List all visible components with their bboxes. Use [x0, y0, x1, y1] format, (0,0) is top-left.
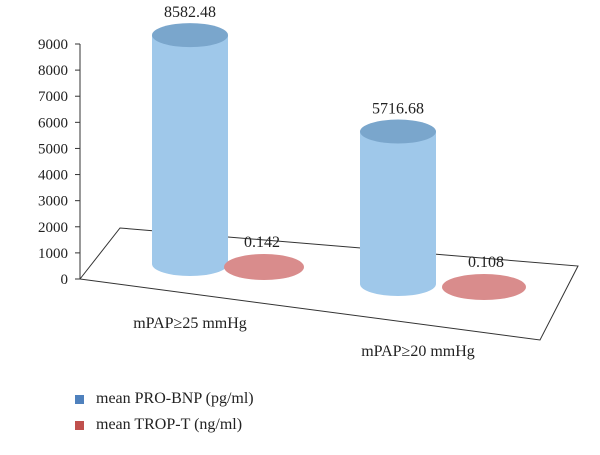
floor-plane [79, 227, 579, 341]
y-tick-label: 4000 [38, 168, 68, 184]
bar-pro-bnp-top [360, 119, 436, 144]
bar-pro-bnp [360, 119, 436, 296]
bar-pro-bnp-top [152, 23, 228, 48]
y-tick-label: 8000 [38, 63, 68, 79]
x-category-label: mPAP≥25 mmHg [133, 315, 247, 332]
x-axis-categories: mPAP≥25 mmHg mPAP≥20 mmHg [133, 315, 475, 360]
legend-label-trop-t: mean TROP-T (ng/ml) [96, 416, 243, 433]
legend-item-trop-t: mean TROP-T (ng/ml) [75, 412, 254, 438]
legend-label-pro-bnp: mean PRO-BNP (pg/ml) [96, 390, 254, 407]
x-category-label: mPAP≥20 mmHg [361, 343, 475, 360]
y-tick-label: 9000 [38, 37, 68, 53]
data-labels: 8582.48 5716.68 0.142 0.108 [164, 4, 504, 271]
legend-swatch-pro-bnp [75, 394, 84, 404]
data-label-pro-bnp: 8582.48 [164, 4, 216, 21]
data-label-pro-bnp: 5716.68 [372, 101, 424, 118]
y-tick-label: 0 [61, 272, 69, 288]
y-tick-label: 6000 [38, 115, 68, 131]
bar-pro-bnp-body [360, 131, 436, 296]
bar-trop-t [224, 254, 304, 280]
bar-trop-t-disc [224, 254, 304, 280]
bar-trop-t-disc [442, 274, 526, 300]
legend: mean PRO-BNP (pg/ml) mean TROP-T (ng/ml) [75, 386, 254, 438]
bar-trop-t [442, 274, 526, 300]
bar-pro-bnp-body [152, 35, 228, 276]
bar-pro-bnp [152, 23, 228, 276]
y-axis-ticks: 0 1000 2000 3000 4000 5000 6000 7000 8000 9000 [38, 37, 80, 288]
y-tick-label: 3000 [38, 194, 68, 210]
chart-marks [152, 23, 526, 300]
y-tick-label: 5000 [38, 141, 68, 157]
data-label-trop-t: 0.108 [468, 254, 504, 271]
y-tick-label: 1000 [38, 246, 68, 262]
data-label-trop-t: 0.142 [244, 234, 280, 251]
legend-swatch-trop-t [75, 420, 84, 430]
y-tick-label: 2000 [38, 220, 68, 236]
y-tick-label: 7000 [38, 89, 68, 105]
legend-item-pro-bnp: mean PRO-BNP (pg/ml) [75, 386, 254, 412]
